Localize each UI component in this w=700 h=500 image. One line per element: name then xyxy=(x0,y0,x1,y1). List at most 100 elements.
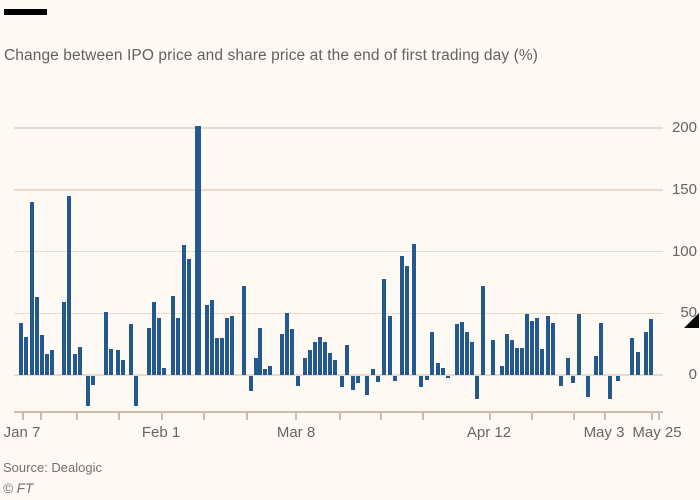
bar xyxy=(460,321,464,375)
gridline xyxy=(14,312,663,314)
bar xyxy=(376,376,380,383)
bar xyxy=(109,349,113,375)
bar xyxy=(345,345,349,375)
bar xyxy=(388,315,392,375)
bar xyxy=(116,350,120,375)
bar xyxy=(441,367,445,375)
bar xyxy=(30,202,34,375)
bar xyxy=(505,334,509,375)
bar xyxy=(644,331,648,375)
bar xyxy=(230,315,234,375)
bar xyxy=(566,357,570,375)
bar xyxy=(91,376,95,385)
bar xyxy=(215,337,219,375)
x-axis-tick xyxy=(422,411,424,420)
bar xyxy=(78,346,82,375)
bar xyxy=(290,329,294,375)
bar xyxy=(530,320,534,375)
source-label: Source: Dealogic xyxy=(3,460,102,475)
bar xyxy=(594,356,598,375)
x-axis-tick xyxy=(339,411,341,420)
bar xyxy=(205,304,209,375)
y-axis-tick-label: 0 xyxy=(688,366,697,383)
bar xyxy=(134,376,138,406)
bar xyxy=(636,351,640,375)
bar xyxy=(412,244,416,375)
bar xyxy=(446,376,450,379)
bar xyxy=(35,297,39,375)
bar xyxy=(475,376,479,400)
bar xyxy=(249,376,253,391)
x-axis-tick xyxy=(380,411,382,420)
x-axis-line xyxy=(14,411,663,413)
bar xyxy=(254,357,258,375)
chart-title: Change between IPO price and share price… xyxy=(4,47,539,64)
x-axis-tick xyxy=(295,411,297,420)
bar xyxy=(540,349,544,375)
y-axis-tick-label: 200 xyxy=(671,119,697,136)
x-axis-tick xyxy=(161,411,163,420)
bar xyxy=(510,340,514,375)
bar xyxy=(182,245,186,375)
x-axis-tick-label: May 3 xyxy=(583,424,625,441)
x-axis-tick xyxy=(604,411,606,420)
gridline xyxy=(14,250,663,253)
x-axis-tick-label: Mar 8 xyxy=(276,424,316,441)
x-axis-tick xyxy=(40,411,42,420)
bar xyxy=(210,299,214,375)
bar xyxy=(328,352,332,375)
bar xyxy=(313,341,317,375)
bar xyxy=(649,319,653,375)
bar xyxy=(50,350,54,375)
bar xyxy=(393,376,397,381)
x-axis-tick xyxy=(246,411,248,420)
bar xyxy=(481,286,485,375)
x-axis-tick-label: Jan 7 xyxy=(3,424,41,441)
bar xyxy=(546,315,550,375)
x-axis-tick-label: May 25 xyxy=(632,424,682,441)
bar xyxy=(86,376,90,406)
bar xyxy=(308,350,312,375)
bar xyxy=(465,331,469,375)
bar xyxy=(382,278,386,375)
bar xyxy=(62,302,66,375)
bar xyxy=(225,318,229,375)
bar xyxy=(455,324,459,375)
bar xyxy=(73,354,77,375)
bar xyxy=(559,376,563,386)
x-axis-tick xyxy=(658,411,660,420)
bar xyxy=(19,323,23,375)
bar xyxy=(586,376,590,397)
bar xyxy=(436,362,440,375)
bar xyxy=(500,366,504,375)
bar xyxy=(129,324,133,375)
bar xyxy=(162,367,166,375)
bar xyxy=(104,312,108,375)
x-axis-tick xyxy=(489,411,491,420)
bar xyxy=(371,368,375,375)
bar xyxy=(577,314,581,375)
bar xyxy=(340,376,344,388)
bar xyxy=(242,286,246,375)
bar xyxy=(333,360,337,375)
bar xyxy=(171,295,175,375)
corner-triangle-icon xyxy=(684,313,699,328)
bar xyxy=(176,318,180,375)
bar xyxy=(571,376,575,384)
bar xyxy=(425,376,429,380)
x-axis-tick xyxy=(651,411,653,420)
bar xyxy=(258,328,262,375)
bar xyxy=(220,337,224,375)
bar xyxy=(40,335,44,375)
bar xyxy=(365,376,369,395)
bar xyxy=(157,318,161,375)
gridline xyxy=(14,127,663,129)
x-axis-tick xyxy=(118,411,120,420)
bar xyxy=(24,336,28,375)
x-axis-tick xyxy=(573,411,575,420)
bar xyxy=(356,376,360,384)
ft-credit-label: © FT xyxy=(3,481,34,496)
bar xyxy=(318,336,322,375)
bar xyxy=(351,376,355,390)
